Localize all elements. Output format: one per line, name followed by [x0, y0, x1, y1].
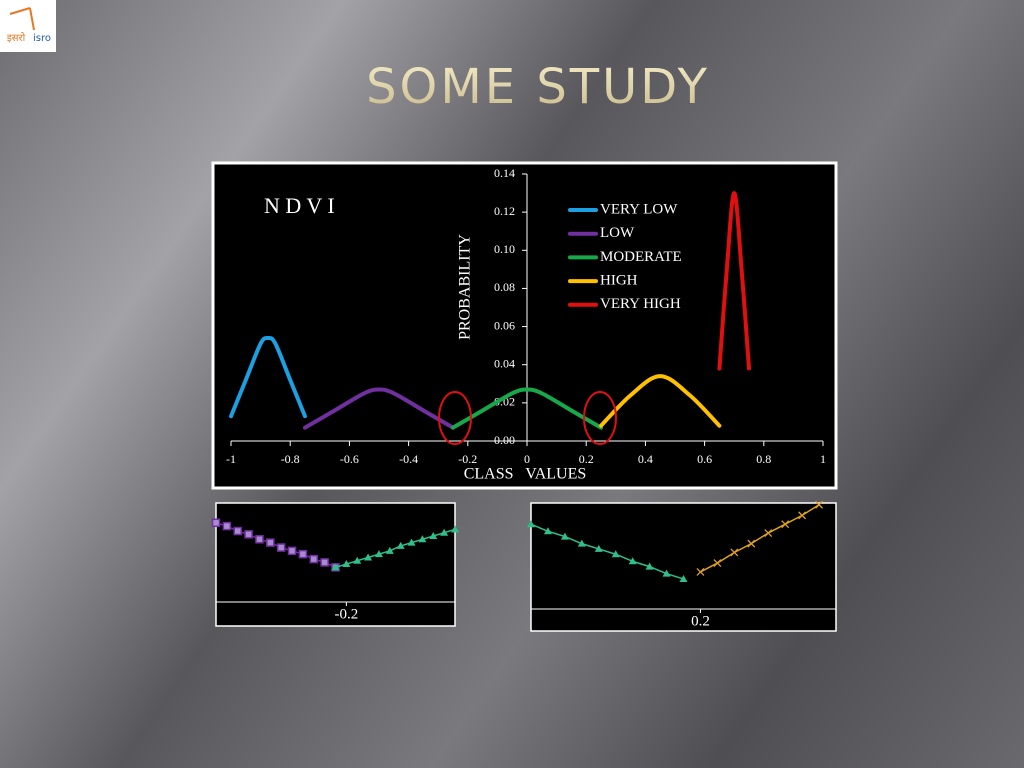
marker	[222, 521, 232, 531]
marker	[577, 539, 586, 547]
logo-mark	[9, 7, 35, 31]
marker	[374, 550, 383, 558]
marker	[331, 563, 340, 571]
x-tick-label: -0.6	[340, 452, 359, 466]
marker	[713, 559, 722, 568]
marker	[815, 500, 824, 509]
annotation: N D V I	[264, 193, 335, 218]
x-axis-label: CLASS VALUES	[464, 466, 587, 483]
x-tick-label: 0.2	[579, 452, 594, 466]
series-line	[451, 387, 603, 430]
x-tick-label: 0.6	[697, 452, 712, 466]
marker	[628, 557, 637, 565]
marker	[747, 539, 756, 548]
x-tick-label: 0.2	[691, 613, 710, 629]
marker	[233, 526, 242, 536]
marker	[255, 535, 264, 544]
marker	[696, 567, 705, 576]
marker	[429, 532, 438, 539]
x-tick-label: -0.2	[458, 452, 477, 466]
x-tick-label: 1	[820, 452, 826, 466]
marker	[611, 550, 620, 558]
x-tick-label: -0.2	[334, 606, 358, 622]
marker	[266, 538, 275, 547]
x-tick-label: -0.8	[281, 452, 300, 466]
marker	[298, 549, 308, 559]
x-tick-label: 0.8	[756, 452, 771, 466]
marker	[309, 554, 319, 564]
series-line	[303, 387, 455, 430]
marker	[781, 520, 790, 529]
highlight-ellipse	[583, 391, 617, 445]
marker	[560, 532, 569, 540]
y-tick-label: 0.14	[494, 166, 515, 180]
x-tick-label: 0	[524, 452, 530, 466]
plots: -1 -0.8 -0.6 -0.4 -0.2 0 0.2 0.4 0.6 0.8 1 0.00 0.02…	[211, 166, 836, 629]
marker	[364, 553, 373, 561]
y-tick-label: 0.04	[494, 356, 515, 370]
x-tick-label: 0.4	[638, 452, 653, 466]
marker	[396, 541, 405, 549]
marker	[320, 558, 329, 567]
series-line	[700, 504, 820, 573]
marker	[764, 529, 773, 537]
marker	[594, 544, 603, 552]
y-tick-label: 0.08	[494, 280, 515, 294]
marker	[407, 538, 416, 546]
logo-text: isro	[33, 33, 51, 44]
series-line	[530, 523, 684, 580]
y-tick-label: 0.10	[494, 242, 515, 256]
marker	[342, 560, 351, 568]
legend-label: HIGH	[600, 273, 638, 289]
x-tick-label: -1	[226, 452, 236, 466]
marker	[418, 535, 427, 543]
marker	[211, 518, 221, 528]
slide-title: SOME STUDY	[366, 59, 710, 115]
marker	[730, 548, 739, 557]
y-tick-label: 0.06	[494, 318, 515, 332]
legend-label: MODERATE	[600, 249, 682, 265]
series-line	[599, 374, 722, 428]
legend-label: LOW	[600, 225, 635, 241]
y-tick-label: 0.02	[494, 395, 515, 409]
legend-label: VERY HIGH	[600, 296, 681, 312]
marker	[662, 569, 671, 577]
series-line	[229, 335, 307, 419]
marker	[276, 543, 286, 552]
marker	[645, 562, 654, 570]
marker	[798, 511, 807, 520]
marker	[385, 546, 394, 554]
marker	[440, 528, 449, 536]
y-tick-label: 0.00	[494, 433, 515, 447]
y-tick-label: 0.12	[494, 204, 515, 218]
highlight-ellipse	[438, 391, 472, 445]
marker	[353, 556, 362, 564]
series-line	[717, 191, 751, 371]
marker	[679, 574, 688, 582]
legend-label: VERY LOW	[600, 201, 678, 217]
y-axis-label: PROBABILITY	[457, 234, 474, 340]
marker	[244, 530, 253, 539]
logo-text: इसरो	[7, 32, 26, 44]
marker	[543, 527, 552, 535]
marker	[287, 546, 297, 556]
x-tick-label: -0.4	[399, 452, 418, 466]
marker	[451, 525, 459, 533]
marker	[527, 520, 535, 528]
